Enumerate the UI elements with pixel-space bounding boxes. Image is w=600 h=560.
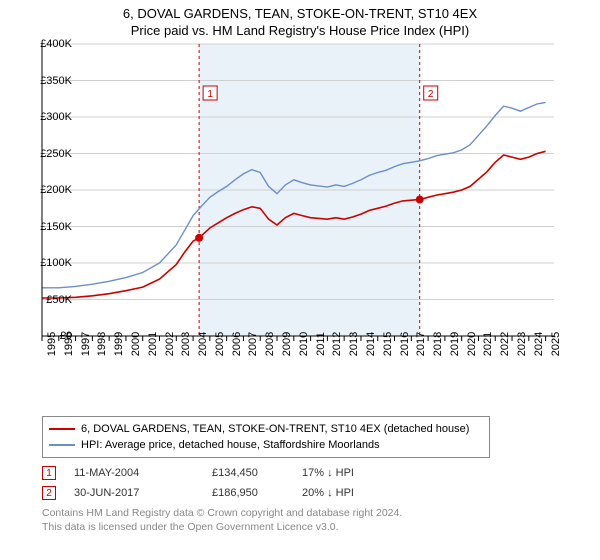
- sale-diff: 20% ↓ HPI: [302, 487, 392, 499]
- chart-container: 6, DOVAL GARDENS, TEAN, STOKE-ON-TRENT, …: [0, 0, 600, 560]
- sale-date: 30-JUN-2017: [74, 487, 194, 499]
- footer-line1: Contains HM Land Registry data © Crown c…: [42, 506, 600, 520]
- x-tick-label: 2003: [180, 332, 192, 356]
- x-tick-label: 1998: [96, 332, 108, 356]
- legend-swatch: [49, 428, 75, 430]
- svg-text:2: 2: [428, 89, 434, 100]
- legend-swatch: [49, 444, 75, 446]
- y-tick-label: £200K: [40, 184, 72, 196]
- y-tick-label: £150K: [40, 221, 72, 233]
- x-tick-label: 2002: [164, 332, 176, 356]
- x-tick-label: 2009: [281, 332, 293, 356]
- x-tick-label: 2022: [499, 332, 511, 356]
- x-tick-label: 1999: [113, 332, 125, 356]
- x-tick-label: 2012: [331, 332, 343, 356]
- x-tick-label: 2007: [247, 332, 259, 356]
- title-subtitle: Price paid vs. HM Land Registry's House …: [0, 23, 600, 38]
- x-tick-label: 2015: [382, 332, 394, 356]
- sale-row: 2 30-JUN-2017 £186,950 20% ↓ HPI: [42, 486, 600, 500]
- x-tick-label: 2013: [348, 332, 360, 356]
- x-tick-label: 2016: [399, 332, 411, 356]
- footer-attribution: Contains HM Land Registry data © Crown c…: [42, 506, 600, 534]
- sale-row: 1 11-MAY-2004 £134,450 17% ↓ HPI: [42, 466, 600, 480]
- y-tick-label: £350K: [40, 75, 72, 87]
- x-tick-label: 1996: [63, 332, 75, 356]
- sale-date: 11-MAY-2004: [74, 467, 194, 479]
- y-tick-label: £100K: [40, 257, 72, 269]
- x-tick-label: 1997: [80, 332, 92, 356]
- x-tick-label: 2001: [147, 332, 159, 356]
- x-tick-label: 2011: [315, 332, 327, 356]
- x-tick-label: 2006: [231, 332, 243, 356]
- x-tick-label: 2020: [466, 332, 478, 356]
- legend-label: HPI: Average price, detached house, Staf…: [81, 437, 380, 453]
- legend-item: 6, DOVAL GARDENS, TEAN, STOKE-ON-TRENT, …: [49, 421, 483, 437]
- x-tick-label: 2014: [365, 332, 377, 356]
- y-tick-label: £400K: [40, 38, 72, 50]
- x-tick-label: 2024: [533, 332, 545, 356]
- x-tick-label: 1995: [46, 332, 58, 356]
- x-tick-label: 2025: [550, 332, 562, 356]
- title-address: 6, DOVAL GARDENS, TEAN, STOKE-ON-TRENT, …: [0, 6, 600, 21]
- x-tick-label: 2023: [516, 332, 528, 356]
- sale-price: £186,950: [212, 487, 284, 499]
- svg-text:1: 1: [207, 89, 213, 100]
- x-tick-label: 2004: [197, 332, 209, 356]
- title-block: 6, DOVAL GARDENS, TEAN, STOKE-ON-TRENT, …: [0, 0, 600, 40]
- footer-line2: This data is licensed under the Open Gov…: [42, 520, 600, 534]
- sales-table: 1 11-MAY-2004 £134,450 17% ↓ HPI 2 30-JUN-201…: [42, 466, 600, 500]
- chart-area: 12 £0£50K£100K£150K£200K£250K£300K£350K£…: [38, 40, 598, 410]
- sale-marker: 2: [42, 486, 56, 500]
- y-tick-label: £300K: [40, 111, 72, 123]
- x-tick-label: 2000: [130, 332, 142, 356]
- x-tick-label: 2019: [449, 332, 461, 356]
- x-tick-label: 2010: [298, 332, 310, 356]
- legend-item: HPI: Average price, detached house, Staf…: [49, 437, 483, 453]
- sale-price: £134,450: [212, 467, 284, 479]
- x-tick-label: 2018: [432, 332, 444, 356]
- sale-marker: 1: [42, 466, 56, 480]
- chart-svg: 12: [38, 40, 558, 370]
- x-tick-label: 2021: [482, 332, 494, 356]
- sale-diff: 17% ↓ HPI: [302, 467, 392, 479]
- y-tick-label: £50K: [46, 294, 72, 306]
- x-tick-label: 2005: [214, 332, 226, 356]
- x-tick-label: 2017: [415, 332, 427, 356]
- x-tick-label: 2008: [264, 332, 276, 356]
- legend: 6, DOVAL GARDENS, TEAN, STOKE-ON-TRENT, …: [42, 416, 490, 458]
- legend-label: 6, DOVAL GARDENS, TEAN, STOKE-ON-TRENT, …: [81, 421, 469, 437]
- y-tick-label: £250K: [40, 148, 72, 160]
